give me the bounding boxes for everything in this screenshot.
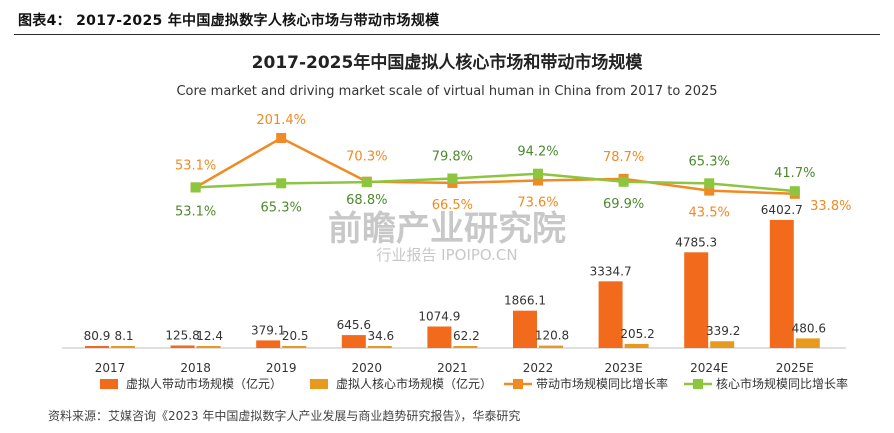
bar-label-drive-market: 80.9 <box>84 329 111 343</box>
legend-swatch <box>310 379 328 389</box>
watermark-subtitle: 行业报告 IPOIPO.CN <box>376 246 517 264</box>
bar-label-core-market: 8.1 <box>114 329 133 343</box>
line-label-core-growth: 65.3% <box>261 200 302 215</box>
line-label-drive-growth: 201.4% <box>256 113 306 128</box>
chart-title: 2017-2025年中国虚拟人核心市场和带动市场规模 <box>252 52 644 73</box>
legend-label: 虚拟人核心市场规模（亿元） <box>336 376 492 391</box>
line-label-core-growth: 41.7% <box>774 166 815 181</box>
marker-core-growth <box>789 186 800 197</box>
bar-drive-market <box>85 346 109 348</box>
bar-label-core-market: 480.6 <box>792 321 826 335</box>
bar-core-market <box>453 346 478 348</box>
bar-core-market <box>367 346 392 348</box>
marker-drive-growth <box>276 133 287 143</box>
source-note: 资料来源：艾媒咨询《2023 年中国虚拟数字人产业发展与商业趋势研究报告》，华泰… <box>48 409 521 423</box>
line-label-core-growth: 69.9% <box>603 197 644 212</box>
bar-drive-market <box>256 340 281 348</box>
x-tick-label: 2019 <box>266 361 297 375</box>
line-label-drive-growth: 33.8% <box>810 199 851 214</box>
line-label-drive-growth: 43.5% <box>689 206 730 221</box>
bar-label-drive-market: 4785.3 <box>675 235 717 249</box>
bar-core-market <box>196 346 221 348</box>
bar-drive-market <box>513 310 537 348</box>
line-label-drive-growth: 70.3% <box>346 150 387 165</box>
x-tick-label: 2017 <box>95 361 126 375</box>
bar-drive-market <box>427 326 452 348</box>
figure-caption: 图表4： 2017-2025 年中国虚拟数字人核心市场与带动市场规模 <box>18 13 440 29</box>
bar-core-market <box>624 343 649 348</box>
bar-label-core-market: 62.2 <box>453 329 480 343</box>
legend-marker <box>693 379 703 389</box>
marker-drive-growth <box>533 175 543 186</box>
bar-label-core-market: 12.4 <box>196 329 223 343</box>
legend-marker <box>513 379 523 389</box>
marker-core-growth <box>618 176 629 187</box>
bar-label-drive-market: 6402.7 <box>761 203 803 217</box>
bar-label-core-market: 339.2 <box>706 324 740 338</box>
marker-core-growth <box>190 182 201 193</box>
line-label-core-growth: 68.8% <box>346 193 387 208</box>
line-label-drive-growth: 78.7% <box>603 150 644 165</box>
bar-label-drive-market: 1866.1 <box>504 294 546 308</box>
x-tick-label: 2018 <box>180 361 211 375</box>
bar-drive-market <box>769 219 794 348</box>
bar-core-market <box>282 346 307 348</box>
bar-label-core-market: 20.5 <box>282 329 309 343</box>
line-label-drive-growth: 53.1% <box>175 158 216 173</box>
bar-drive-market <box>170 345 195 348</box>
chart-subtitle: Core market and driving market scale of … <box>176 84 717 99</box>
legend-label: 虚拟人带动市场规模（亿元） <box>126 376 282 391</box>
bar-label-core-market: 205.2 <box>620 327 654 341</box>
marker-drive-growth <box>704 185 715 196</box>
marker-core-growth <box>276 178 287 189</box>
bar-label-drive-market: 645.6 <box>337 318 371 332</box>
figure-header: 图表4： 2017-2025 年中国虚拟数字人核心市场与带动市场规模 <box>14 4 880 35</box>
bar-label-core-market: 34.6 <box>367 329 394 343</box>
bar-drive-market <box>684 252 709 348</box>
bar-drive-market <box>341 335 366 348</box>
x-tick-label: 2022 <box>523 361 554 375</box>
bar-label-core-market: 120.8 <box>535 329 569 343</box>
line-label-core-growth: 53.1% <box>175 204 216 219</box>
bar-label-drive-market: 379.1 <box>251 323 285 337</box>
bar-core-market <box>795 338 820 348</box>
bar-drive-market <box>598 281 623 348</box>
legend-swatch <box>100 379 118 389</box>
marker-core-growth <box>361 177 372 188</box>
bar-core-market <box>111 346 135 348</box>
legend-label: 核心市场规模同比增长率 <box>716 376 848 391</box>
bar-core-market <box>539 345 563 348</box>
marker-core-growth <box>704 178 715 189</box>
x-tick-label: 2020 <box>352 361 383 375</box>
bar-label-drive-market: 125.8 <box>165 328 199 342</box>
line-core-growth <box>195 172 795 193</box>
bar-label-drive-market: 1074.9 <box>418 310 460 324</box>
bar-core-market <box>710 341 735 348</box>
x-tick-label: 2023E <box>605 361 643 375</box>
line-label-core-growth: 79.8% <box>432 149 473 164</box>
line-label-core-growth: 65.3% <box>689 154 730 169</box>
marker-core-growth <box>533 168 543 179</box>
marker-core-growth <box>447 173 458 184</box>
line-label-drive-growth: 73.6% <box>517 196 558 211</box>
bar-label-drive-market: 3334.7 <box>590 264 632 278</box>
x-tick-label: 2025E <box>776 361 814 375</box>
line-label-drive-growth: 66.5% <box>432 198 473 213</box>
legend-label: 带动市场规模同比增长率 <box>536 376 668 391</box>
x-tick-label: 2021 <box>437 361 468 375</box>
x-tick-label: 2024E <box>690 361 728 375</box>
watermark-title: 前瞻产业研究院 <box>328 209 566 249</box>
line-label-core-growth: 94.2% <box>517 145 558 160</box>
line-drive-growth <box>194 136 795 196</box>
